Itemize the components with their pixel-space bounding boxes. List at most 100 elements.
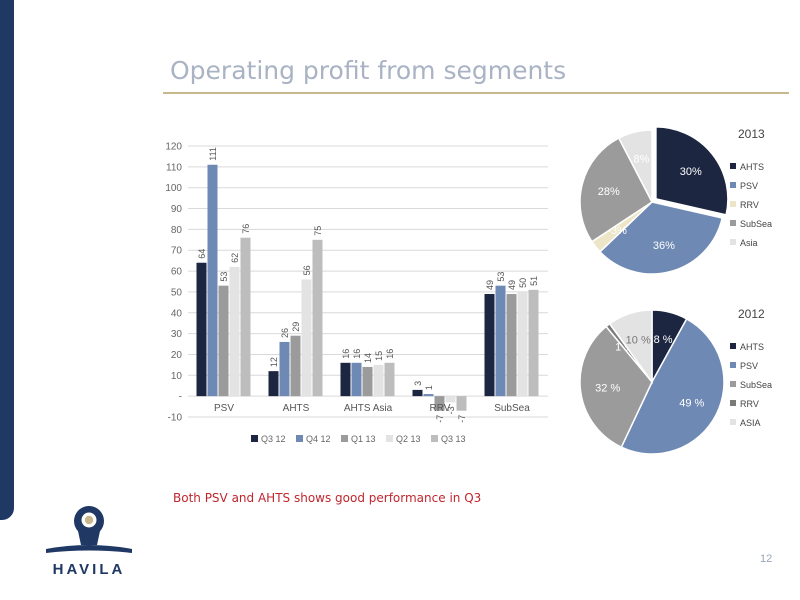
bar [340, 362, 351, 397]
legend-label: PSV [740, 361, 758, 371]
x-category-label: AHTS [283, 403, 310, 414]
legend-swatch [730, 220, 736, 226]
bar-value-label: 49 [485, 280, 495, 290]
bar-value-label: 15 [374, 351, 384, 361]
legend-label: Q1 13 [351, 434, 376, 444]
bar-value-label: 26 [280, 328, 290, 338]
bar-value-label: 16 [352, 349, 362, 359]
bar-value-label: 111 [208, 147, 218, 161]
legend-swatch [386, 435, 393, 442]
bar-value-label: -3 [446, 406, 456, 414]
bar-value-label: 12 [269, 357, 279, 367]
bar [517, 291, 528, 397]
bar-value-label: 53 [496, 272, 506, 282]
y-tick-label: - [179, 392, 182, 403]
legend-label: SubSea [740, 219, 772, 229]
bar-value-label: 49 [507, 280, 517, 290]
x-category-label: PSV [214, 403, 234, 414]
y-tick-label: 90 [171, 204, 183, 215]
bar [434, 396, 445, 411]
y-tick-label: 30 [171, 329, 183, 340]
havila-logo: HAVILA [46, 506, 132, 578]
pie-slice [579, 137, 653, 243]
bar-value-label: 16 [341, 349, 351, 359]
pie-slice [620, 317, 725, 455]
legend-label: Q4 12 [306, 434, 331, 444]
y-tick-label: 50 [171, 287, 183, 298]
bar [528, 289, 539, 397]
y-tick-label: 10 [171, 371, 183, 382]
x-category-label: AHTS Asia [344, 403, 393, 414]
pie-value-label: 28% [598, 186, 620, 198]
bar [207, 164, 218, 397]
legend-swatch [730, 163, 736, 169]
pie-value-label: 49 % [679, 397, 704, 409]
legend-label: Q3 13 [441, 434, 466, 444]
bar [290, 335, 301, 397]
y-tick-label: 70 [171, 246, 183, 257]
pie-title: 2013 [738, 127, 765, 141]
pie-chart-2012: 8 %49 %32 %1 %10 %2012AHTSPSVSubSeaRRVAS… [579, 307, 772, 455]
x-category-label: RRV [430, 403, 451, 414]
bar [445, 396, 456, 403]
legend-swatch [730, 419, 736, 425]
y-tick-label: 40 [171, 308, 183, 319]
legend-label: Asia [740, 238, 758, 248]
bar [362, 366, 373, 397]
bar-value-label: 56 [302, 265, 312, 275]
bar [218, 285, 229, 397]
bar [456, 396, 467, 411]
bar [279, 341, 290, 397]
bar [240, 237, 251, 397]
bar [495, 285, 506, 397]
legend-label: Q2 13 [396, 434, 421, 444]
bar-value-label: 62 [230, 253, 240, 263]
pie-value-label: 8% [633, 154, 649, 166]
legend-swatch [730, 182, 736, 188]
pie-value-label: 10 % [626, 335, 651, 347]
legend-label: ASIA [740, 418, 761, 428]
bar-value-label: 16 [385, 349, 395, 359]
pie-slice [608, 309, 653, 385]
legend-swatch [730, 239, 736, 245]
pie-slice [598, 201, 724, 275]
legend-swatch [730, 400, 736, 406]
y-tick-label: 20 [171, 350, 183, 361]
bar [423, 394, 434, 397]
bar-value-label: 53 [219, 272, 229, 282]
page-number: 12 [760, 553, 773, 565]
bar-value-label: 50 [518, 278, 528, 288]
pie-slice [579, 325, 653, 449]
bar [506, 294, 517, 397]
bar-value-label: 3 [413, 381, 423, 386]
legend-swatch [296, 435, 303, 442]
pie-value-label: 8 % [654, 334, 673, 346]
bar [301, 279, 312, 397]
y-tick-label: 120 [165, 142, 182, 153]
bar [373, 364, 384, 397]
legend-swatch [730, 201, 736, 207]
left-accent-bar [0, 0, 14, 520]
legend-swatch [251, 435, 258, 442]
bar-value-label: 29 [291, 322, 301, 332]
y-tick-label: 110 [166, 162, 182, 173]
bar [312, 239, 323, 397]
legend-swatch [431, 435, 438, 442]
pie-slice [617, 129, 653, 203]
legend-swatch [341, 435, 348, 442]
legend-label: RRV [740, 200, 759, 210]
pie-value-label: 30% [680, 166, 702, 178]
legend-label: RRV [740, 399, 759, 409]
bar [229, 266, 240, 397]
y-tick-label: 100 [165, 183, 182, 194]
bar-value-label: 1 [424, 385, 434, 390]
bar-value-label: 76 [241, 224, 251, 234]
bar-chart: 120110100908070605040302010--10641115362… [165, 142, 548, 444]
highlight-note: Both PSV and AHTS shows good performance… [173, 491, 482, 505]
bar-value-label: 51 [529, 276, 539, 286]
pie-title: 2012 [738, 307, 765, 321]
pie-value-label: 36% [653, 240, 675, 252]
legend-label: Q3 12 [261, 434, 286, 444]
legend-label: AHTS [740, 342, 764, 352]
bar-value-label: -7 [435, 415, 445, 423]
